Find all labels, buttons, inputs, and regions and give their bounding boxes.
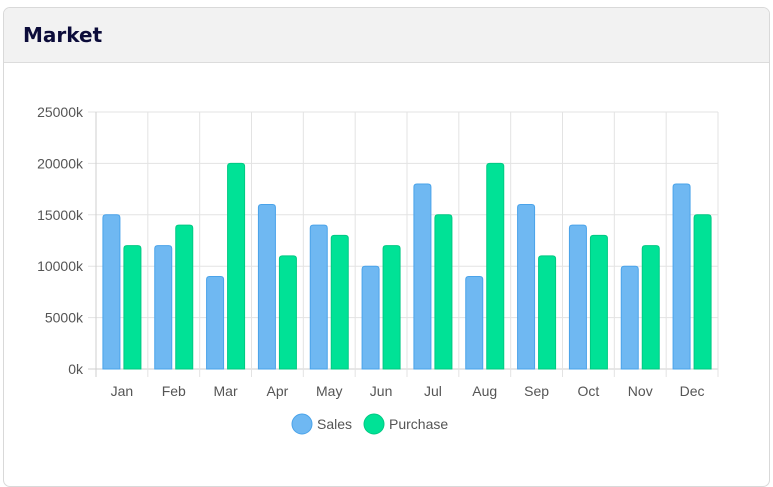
x-tick-label: Oct [578,383,600,399]
x-tick-label: Nov [628,383,653,399]
bar-purchase[interactable] [434,214,453,370]
legend-marker-purchase[interactable] [363,413,385,435]
bar-sales[interactable] [206,275,225,370]
bar-purchase[interactable] [486,162,505,370]
y-tick-label: 10000k [37,258,84,274]
y-tick-label: 5000k [45,310,84,326]
bar-sales[interactable] [465,275,484,370]
x-tick-label: May [316,383,342,399]
bar-sales[interactable] [620,265,639,370]
bar-purchase[interactable] [538,255,557,370]
bar-sales[interactable] [517,204,536,370]
bar-purchase[interactable] [175,224,194,370]
y-tick-label: 15000k [37,207,84,223]
legend-label-purchase[interactable]: Purchase [389,416,448,432]
x-tick-label: Mar [214,383,238,399]
bar-sales[interactable] [568,224,587,370]
legend-marker-sales[interactable] [291,413,313,435]
card-header: Market [4,8,769,63]
bar-purchase[interactable] [227,162,246,370]
x-tick-label: Jun [370,383,393,399]
bar-sales[interactable] [309,224,328,370]
bar-purchase[interactable] [278,255,297,370]
x-tick-label: Jul [424,383,442,399]
x-tick-label: Aug [472,383,497,399]
bar-purchase[interactable] [330,234,349,370]
legend-label-sales[interactable]: Sales [317,416,352,432]
bar-purchase[interactable] [589,234,608,370]
bar-purchase[interactable] [123,245,142,370]
bar-sales[interactable] [102,214,121,370]
bar-sales[interactable] [257,204,276,370]
y-tick-label: 0k [68,361,84,377]
bar-sales[interactable] [361,265,380,370]
x-tick-label: Dec [680,383,705,399]
bar-purchase[interactable] [693,214,712,370]
bar-sales[interactable] [154,245,173,370]
bar-purchase[interactable] [641,245,660,370]
x-tick-label: Jan [111,383,134,399]
bar-purchase[interactable] [382,245,401,370]
bar-sales[interactable] [672,183,691,370]
x-tick-label: Sep [524,383,549,399]
bar-sales[interactable] [413,183,432,370]
x-tick-label: Apr [267,383,289,399]
x-tick-label: Feb [162,383,186,399]
y-tick-label: 25000k [37,104,84,120]
card-title: Market [23,23,103,47]
y-tick-label: 20000k [37,155,84,171]
